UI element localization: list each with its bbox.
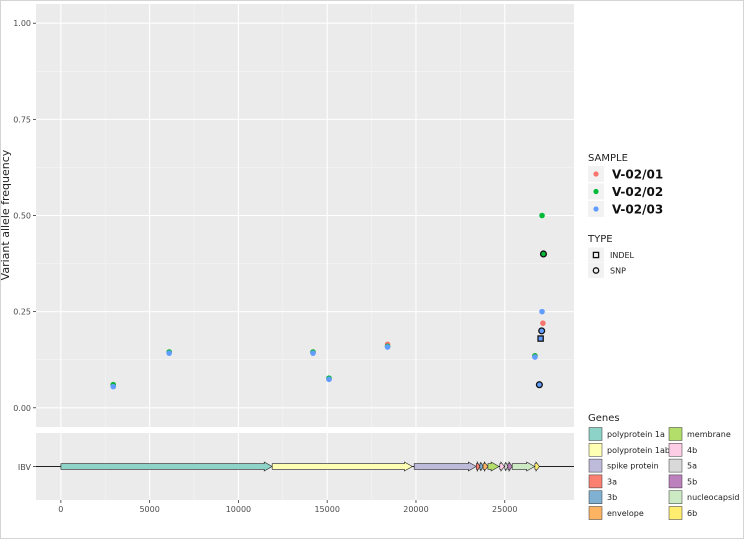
snp-point (538, 327, 546, 335)
gene-legend-swatch (668, 490, 683, 504)
gene-legend-label: 6b (687, 509, 697, 518)
point-v-02-03 (384, 344, 391, 350)
gene-legend-label: membrane (687, 430, 731, 439)
legend-label: V-02/01 (612, 168, 663, 182)
gene-legend-label: polyprotein 1a (607, 430, 665, 439)
gene-arrow-6b (534, 461, 540, 472)
point-v-02-03 (110, 383, 117, 390)
x-tick-label: 20000 (403, 505, 428, 514)
legend-key-background (588, 247, 604, 263)
x-axis-ticks: 0 5000 10000 15000 20000 25000 (58, 500, 517, 514)
point-v-02-03 (539, 308, 545, 315)
type-legend-title: TYPE (587, 234, 613, 245)
gene-arrow-polyprotein-1a (60, 461, 273, 472)
point-v-02-03 (166, 350, 172, 356)
sample-legend: SAMPLE V-02/01 V-02/02 V-02/03 (588, 153, 663, 217)
gene-legend-swatch (588, 490, 603, 504)
gene-arrow-envelope (482, 461, 489, 472)
snp-point (535, 381, 543, 389)
gene-arrow-membrane (487, 461, 500, 472)
legend-swatch-v-02-02 (593, 188, 599, 195)
gene-arrows (36, 460, 574, 473)
gene-legend-label: 4b (687, 446, 697, 455)
circle-icon (592, 267, 600, 274)
genes-legend: Genes polyprotein 1a polyprotein 1ab spike… (588, 413, 739, 520)
y-tick-label: 0.50 (13, 212, 31, 221)
y-tick-label: 0.25 (13, 308, 31, 317)
legend-key-background (588, 263, 604, 278)
gene-legend-swatch (588, 458, 603, 473)
point-v-02-03 (532, 354, 538, 360)
legend-swatch-v-02-01 (593, 171, 599, 177)
gene-arrow-nucleocapsid (511, 461, 536, 472)
y-axis-ticks: 0.00 0.25 0.50 0.75 1.00 (13, 19, 36, 413)
square-icon (592, 251, 600, 259)
point-v-02-01 (540, 320, 546, 326)
point-v-02-02 (539, 212, 545, 219)
gene-legend-label: polyprotein 1ab (607, 446, 670, 455)
x-tick-label: 0 (58, 505, 63, 514)
point-v-02-03 (310, 350, 316, 356)
gene-arrow-5a (504, 461, 509, 472)
gene-arrow-3a (475, 460, 481, 473)
x-tick-label: 25000 (492, 505, 517, 514)
y-tick-label: 0.00 (13, 404, 31, 413)
gene-legend-swatch (668, 506, 683, 520)
gene-legend-swatch (588, 443, 603, 457)
genes-legend-title: Genes (588, 413, 620, 424)
gene-arrow-spike-protein (413, 461, 477, 472)
gene-arrow-polyprotein-1ab (271, 461, 414, 472)
gene-legend-label: 3a (607, 477, 617, 486)
gene-legend-label: 5b (687, 477, 697, 486)
y-axis-label: Variant allele frequency (0, 149, 12, 280)
gene-legend-swatch (668, 474, 683, 489)
legend-swatch-v-02-03 (593, 206, 599, 212)
y-tick-label: 1.00 (13, 19, 31, 28)
scatter-gridlines (36, 4, 574, 427)
x-tick-label: 10000 (226, 505, 251, 514)
snp-point (539, 250, 548, 258)
gene-arrow-5b (507, 461, 513, 472)
gene-legend-label: 3b (607, 493, 617, 502)
gene-legend-label: envelope (607, 509, 644, 518)
gene-legend-swatch (588, 474, 603, 489)
gene-arrow-3b (479, 461, 484, 472)
gene-legend-swatch (668, 458, 683, 473)
legend-label: V-02/02 (612, 185, 663, 199)
gene-arrow-4b (499, 461, 505, 472)
gene-legend-label: 5a (687, 462, 697, 471)
legend-label: INDEL (610, 251, 635, 260)
y-tick-label: 0.75 (13, 115, 31, 124)
scatter-points (110, 212, 548, 390)
gene-legend-label: nucleocapsid (687, 493, 739, 502)
gene-legend-swatch (588, 506, 603, 520)
gene-legend-swatch (668, 427, 683, 441)
point-v-02-03 (326, 376, 332, 383)
gene-legend-label: spike protein (607, 462, 659, 471)
genome-track-label: IBV (18, 463, 32, 472)
sample-legend-title: SAMPLE (588, 153, 628, 164)
x-tick-label: 15000 (314, 505, 339, 514)
gene-legend-swatch (588, 427, 603, 441)
gene-legend-swatch (668, 443, 683, 457)
x-tick-label: 5000 (139, 505, 159, 514)
legend-label: V-02/03 (612, 203, 663, 217)
indel-point (537, 335, 544, 342)
type-legend: TYPE INDEL SNP (587, 234, 635, 278)
legend-label: SNP (610, 267, 626, 276)
